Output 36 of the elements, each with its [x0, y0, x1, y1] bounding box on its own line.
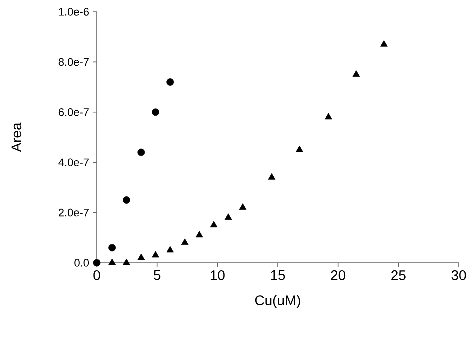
point — [166, 246, 174, 253]
point — [152, 251, 160, 258]
x-tick-label: 30 — [452, 270, 466, 280]
x-tick-label: 5 — [154, 270, 161, 280]
y-tick-label: 2.0e-7 — [58, 208, 89, 217]
point — [196, 231, 204, 238]
y-axis-title: Area — [12, 122, 22, 152]
y-tick-label: 0.0 — [74, 259, 90, 267]
x-tick-label: 25 — [392, 270, 406, 280]
y-tick-label: 4.0e-7 — [58, 158, 89, 166]
point — [268, 173, 276, 180]
point — [138, 148, 146, 156]
x-tick-label: 0 — [94, 270, 100, 280]
point — [352, 70, 360, 77]
point — [123, 258, 130, 266]
x-tick-label: 15 — [271, 270, 286, 280]
point — [138, 254, 146, 260]
point — [239, 204, 247, 210]
x-tick-label: 10 — [210, 270, 225, 280]
point — [152, 108, 160, 116]
x-axis-title: Cu(uM) — [255, 295, 300, 308]
point — [296, 146, 304, 152]
y-tick-label: 8.0e-7 — [58, 58, 89, 66]
point — [108, 244, 116, 252]
point — [93, 259, 101, 267]
point — [122, 196, 130, 204]
point — [166, 78, 174, 86]
point — [108, 258, 116, 266]
point — [325, 113, 332, 120]
x-tick-label: 20 — [331, 270, 346, 280]
point — [210, 221, 218, 228]
point — [181, 238, 189, 246]
y-tick-label: 6.0e-7 — [58, 108, 89, 116]
point — [380, 40, 388, 47]
point — [224, 214, 232, 220]
y-tick-label: 1.0e-6 — [59, 8, 89, 16]
